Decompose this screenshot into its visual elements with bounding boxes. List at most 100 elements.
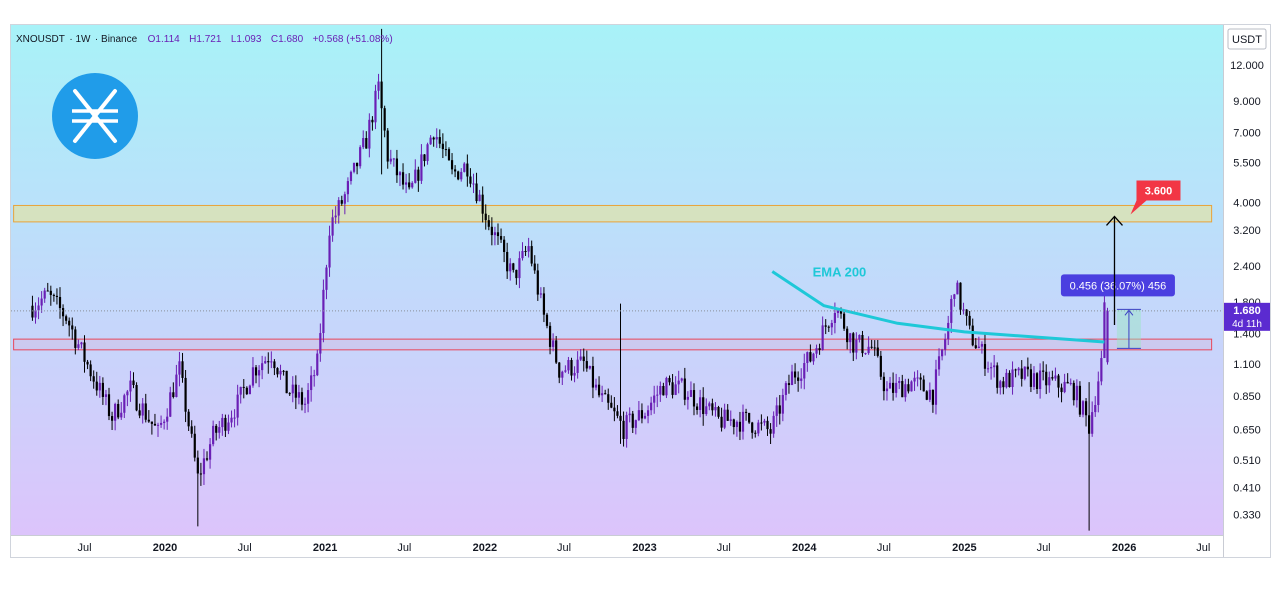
candle-body (968, 315, 971, 326)
candle (1060, 383, 1063, 403)
candle-body (417, 169, 420, 181)
candle-body (166, 416, 169, 422)
ema-layer: EMA 200 (771, 265, 1105, 344)
candle (117, 399, 120, 420)
candle-body (723, 409, 726, 428)
candle-body (1023, 366, 1026, 379)
candle (1014, 368, 1017, 378)
candle (821, 316, 824, 351)
candle (619, 303, 622, 444)
candle-body (839, 310, 843, 314)
candle-body (444, 149, 448, 151)
candle-body (962, 309, 965, 311)
candle (778, 395, 781, 425)
current-price-badge[interactable]: 1.680 4d 11h (1224, 302, 1270, 331)
candle-body (208, 444, 212, 460)
candle-body (340, 200, 343, 204)
candle (631, 410, 634, 433)
y-tick-label: 1.400 (1233, 329, 1261, 341)
candle-body (1039, 370, 1042, 390)
candle (484, 204, 487, 230)
candle-body (591, 366, 595, 388)
candle-body (285, 370, 288, 394)
candle (1029, 363, 1033, 393)
candle (974, 338, 977, 349)
candle-body (521, 251, 524, 259)
candle (126, 389, 129, 407)
candle (107, 387, 111, 421)
candle-body (579, 356, 582, 360)
candle-body (1011, 369, 1014, 388)
candle (953, 293, 956, 307)
price-axis[interactable]: 12.0009.0007.0005.5004.0003.2002.4001.80… (1224, 60, 1270, 522)
candle (692, 383, 696, 416)
currency-label: USDT (1232, 34, 1262, 46)
candle (677, 370, 680, 394)
candle (478, 189, 481, 202)
candle-body (913, 377, 916, 382)
candle (640, 403, 644, 424)
candle-body (1026, 366, 1029, 370)
candle (757, 419, 760, 437)
candle (815, 344, 818, 359)
candle-body (337, 200, 340, 216)
candle (264, 356, 267, 364)
candle-body (631, 413, 634, 428)
candle-body (325, 267, 328, 290)
candle (552, 333, 555, 352)
candle (156, 422, 160, 437)
candle-body (1042, 370, 1045, 372)
candle (904, 378, 907, 402)
candle (597, 376, 601, 398)
header-close: C1.680 (271, 34, 304, 45)
header-high: H1.721 (189, 34, 222, 45)
candle (408, 173, 411, 190)
candle-body (248, 385, 251, 395)
candle-body (582, 356, 585, 362)
candle-body (741, 411, 745, 432)
x-tick-label: 2022 (473, 542, 497, 554)
measure-label: 0.456 (36.07%) 456 (1070, 280, 1167, 292)
current-price-countdown: 4d 11h (1232, 319, 1262, 330)
candle (521, 242, 524, 261)
candle (352, 162, 356, 174)
candle (891, 372, 895, 401)
candle-body (1029, 369, 1033, 387)
candle-body (870, 346, 873, 348)
y-tick-label: 2.400 (1233, 261, 1261, 273)
candle-body (472, 183, 475, 185)
candle-body (959, 282, 962, 310)
x-tick-label: Jul (1037, 542, 1051, 554)
candle-body (708, 403, 711, 407)
candle-body (996, 365, 999, 388)
time-axis[interactable]: Jul 2020 Jul 2021 Jul 2022 Jul 2023 Jul 2024 Jul 20… (77, 542, 1210, 554)
candle (922, 375, 925, 392)
candle (968, 310, 971, 330)
candle (925, 390, 928, 401)
candle (760, 414, 763, 431)
candle-body (858, 335, 861, 340)
candle (490, 217, 493, 246)
candle (763, 418, 766, 426)
candle (956, 280, 959, 295)
candle (1057, 373, 1060, 398)
candle (233, 409, 236, 428)
candle-body (77, 344, 80, 348)
currency-box[interactable]: USDT (1227, 28, 1267, 50)
candle-body (117, 403, 120, 418)
candle-body (1008, 372, 1011, 388)
candle-body (925, 391, 928, 400)
candle (362, 130, 365, 150)
candle-body (512, 263, 515, 270)
candle-body (264, 361, 267, 364)
candle-body (34, 310, 37, 318)
x-tick-label: Jul (557, 542, 571, 554)
candle-body (129, 380, 132, 392)
candle-body (392, 158, 395, 160)
candle-body (993, 365, 996, 368)
header-interval: 1W (75, 34, 91, 45)
candle-body (322, 289, 325, 334)
candle-body (931, 389, 935, 405)
resistance-zone (13, 204, 1213, 223)
candle (141, 398, 144, 424)
